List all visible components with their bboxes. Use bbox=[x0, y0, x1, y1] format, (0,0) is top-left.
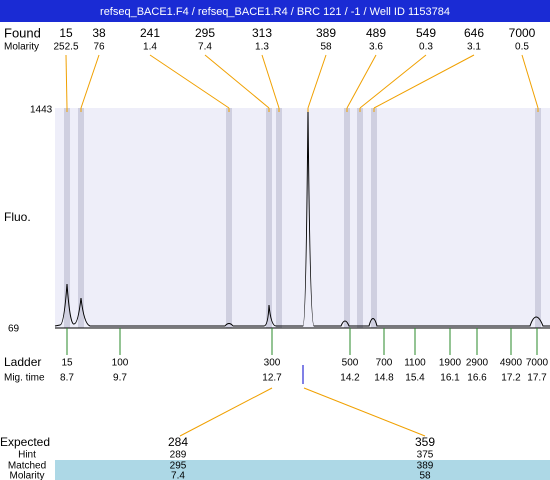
ladder-size: 1100 bbox=[404, 358, 426, 369]
expected-row-label: Hint bbox=[18, 450, 36, 461]
mig-time: 17.2 bbox=[501, 373, 521, 384]
peak-connector bbox=[521, 54, 539, 109]
peak-molarity: 7.4 bbox=[198, 42, 212, 53]
peak-band bbox=[344, 108, 350, 328]
peak-band bbox=[371, 108, 377, 328]
expected-matched: 295 bbox=[170, 461, 187, 472]
found-label: Found bbox=[4, 25, 41, 40]
peak-connector bbox=[204, 54, 270, 109]
peak-size: 646 bbox=[464, 26, 484, 40]
ladder-size: 15 bbox=[61, 358, 73, 369]
expected-matched: 389 bbox=[417, 461, 434, 472]
ladder-size: 2900 bbox=[466, 358, 489, 369]
peak-connector bbox=[307, 54, 327, 109]
ladder-size: 7000 bbox=[526, 358, 549, 369]
mig-time: 16.1 bbox=[440, 373, 460, 384]
peak-connector bbox=[149, 54, 230, 109]
mig-time-label: Mig. time bbox=[4, 373, 45, 384]
peak-size: 389 bbox=[316, 26, 336, 40]
peak-band bbox=[78, 108, 84, 328]
expected-row-label: Expected bbox=[0, 435, 50, 449]
plot-area bbox=[55, 108, 550, 328]
peak-size: 295 bbox=[195, 26, 215, 40]
peak-band bbox=[266, 108, 272, 328]
peak-connector bbox=[359, 54, 427, 109]
peak-size: 7000 bbox=[509, 26, 536, 40]
ladder-size: 100 bbox=[112, 358, 129, 369]
peak-size: 15 bbox=[59, 26, 73, 40]
expected-molarity: 58 bbox=[419, 471, 431, 480]
trace bbox=[54, 107, 550, 327]
peak-band bbox=[64, 108, 70, 328]
peak-size: 313 bbox=[252, 26, 272, 40]
expected-expected: 284 bbox=[168, 435, 188, 449]
title-bar bbox=[0, 0, 550, 22]
expected-row-label: Matched bbox=[8, 461, 46, 472]
peak-band bbox=[357, 108, 363, 328]
expected-molarity: 7.4 bbox=[171, 471, 185, 480]
y-max-label: 1443 bbox=[30, 105, 53, 116]
mig-time: 9.7 bbox=[113, 373, 127, 384]
peak-size: 549 bbox=[416, 26, 436, 40]
y-axis-label: Fluo. bbox=[4, 210, 31, 224]
peak-molarity: 3.6 bbox=[369, 42, 383, 53]
title: refseq_BACE1.F4 / refseq_BACE1.R4 / BRC … bbox=[100, 6, 450, 18]
peak-connector bbox=[346, 54, 377, 109]
expected-expected: 359 bbox=[415, 435, 435, 449]
y-min-label: 69 bbox=[8, 324, 20, 335]
ladder-label: Ladder bbox=[4, 355, 41, 369]
peak-molarity: 58 bbox=[320, 42, 332, 53]
peak-size: 38 bbox=[92, 26, 106, 40]
mig-time: 8.7 bbox=[60, 373, 74, 384]
ladder-size: 700 bbox=[376, 358, 393, 369]
matched-band bbox=[55, 460, 550, 480]
peak-molarity: 0.5 bbox=[515, 42, 529, 53]
expected-hint: 289 bbox=[170, 450, 187, 461]
peak-molarity: 76 bbox=[93, 42, 105, 53]
mig-time: 16.6 bbox=[467, 373, 487, 384]
mig-time: 15.4 bbox=[405, 373, 425, 384]
mig-time: 14.2 bbox=[340, 373, 360, 384]
expected-hint: 375 bbox=[417, 450, 434, 461]
peak-connector bbox=[80, 54, 100, 109]
ladder-size: 4900 bbox=[500, 358, 523, 369]
peak-molarity: 1.3 bbox=[255, 42, 269, 53]
peak-connector bbox=[373, 54, 475, 109]
connector bbox=[179, 387, 273, 437]
peak-molarity: 1.4 bbox=[143, 42, 157, 53]
molarity-label: Molarity bbox=[4, 42, 39, 53]
peak-molarity: 252.5 bbox=[53, 42, 78, 53]
peak-molarity: 0.3 bbox=[419, 42, 433, 53]
connector bbox=[303, 387, 426, 437]
ladder-size: 300 bbox=[264, 358, 281, 369]
peak-size: 241 bbox=[140, 26, 160, 40]
ladder-size: 500 bbox=[342, 358, 359, 369]
peak-band bbox=[535, 108, 541, 328]
peak-connector bbox=[65, 54, 68, 109]
peak-molarity: 3.1 bbox=[467, 42, 481, 53]
ladder-size: 1900 bbox=[439, 358, 462, 369]
mig-time: 12.7 bbox=[262, 373, 282, 384]
peak-band bbox=[276, 108, 282, 328]
peak-connector bbox=[261, 54, 280, 109]
expected-row-label: Molarity bbox=[9, 471, 44, 480]
peak-size: 489 bbox=[366, 26, 386, 40]
mig-time: 17.7 bbox=[527, 373, 547, 384]
mig-time: 14.8 bbox=[374, 373, 394, 384]
peak-band bbox=[226, 108, 232, 328]
